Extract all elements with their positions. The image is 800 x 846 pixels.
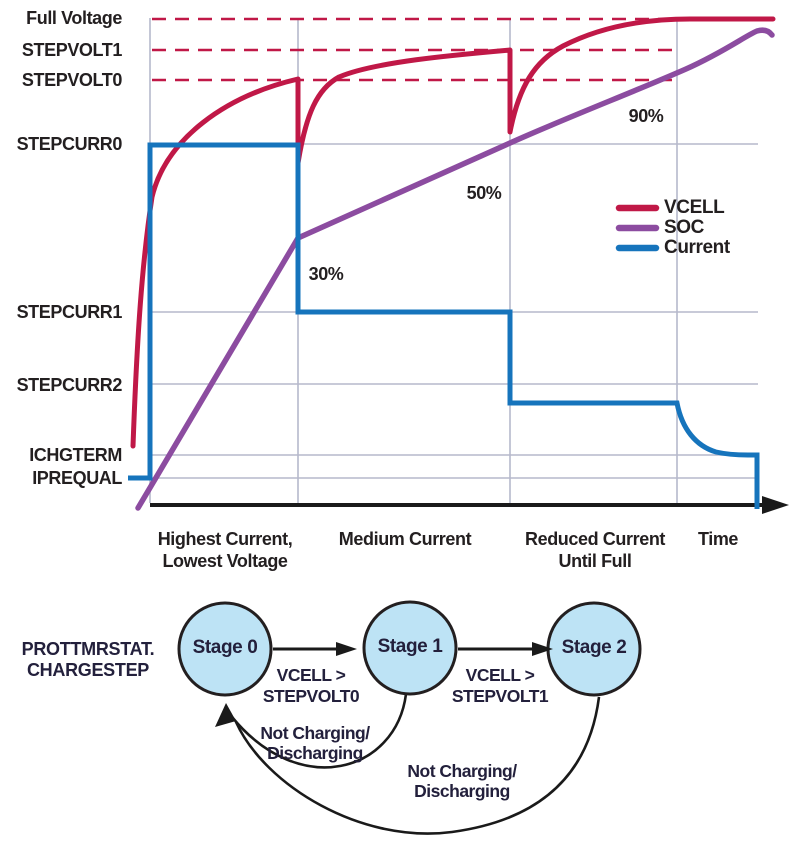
ylabel-stepvolt1: STEPVOLT1: [21, 40, 122, 60]
arc-stage2-to-stage0: [234, 696, 601, 835]
arc-stage1-to-stage0: [230, 693, 408, 769]
time-axis-arrowhead-icon: [762, 496, 789, 514]
xlabel-medium-current: Medium Current: [338, 529, 472, 549]
stage0-label: Stage 0: [192, 637, 258, 658]
xlabel-reduced-current: Reduced Current Until Full: [524, 529, 666, 571]
return-arcs: [230, 693, 601, 835]
current-curve: [128, 142, 760, 509]
transition-label-not-charging-1: Not Charging/ Discharging: [260, 723, 370, 763]
legend-swatches: [615, 204, 660, 252]
ylabel-iprequal: IPREQUAL: [32, 468, 122, 488]
transition-label-stepvolt1: VCELL > STEPVOLT1: [451, 665, 549, 706]
soc-curve: [135, 27, 775, 511]
arrow-stage1-stage2-head-icon: [532, 642, 553, 656]
stage2-label: Stage 2: [561, 637, 627, 658]
ylabel-full-voltage: Full Voltage: [26, 8, 122, 28]
ylabel-stepvolt0: STEPVOLT0: [21, 70, 122, 90]
xlabel-time: Time: [697, 529, 739, 549]
legend-label-soc: SOC: [664, 217, 704, 238]
annotation-50pct: 50%: [466, 183, 502, 203]
return-arc-arrowhead-icon: [215, 703, 236, 727]
stage0-circle: [177, 601, 273, 697]
state-circles: [177, 600, 642, 697]
arrow-stage0-stage1-head-icon: [336, 642, 357, 656]
stage1-circle: [362, 600, 458, 696]
annotation-90pct: 90%: [628, 106, 664, 126]
xlabel-highest-current: Highest Current, Lowest Voltage: [157, 529, 293, 571]
stage1-label: Stage 1: [377, 636, 443, 657]
ylabel-stepcurr1: STEPCURR1: [16, 302, 123, 322]
forward-arrows: [273, 642, 553, 656]
annotation-30pct: 30%: [308, 264, 344, 284]
register-label: PROTTMRSTAT. CHARGESTEP: [21, 639, 155, 680]
time-axis: [150, 496, 789, 514]
ylabel-ichgterm: ICHGTERM: [29, 445, 122, 465]
transition-label-stepvolt0: VCELL > STEPVOLT0: [262, 665, 360, 706]
ylabel-stepcurr0: STEPCURR0: [16, 134, 123, 154]
transition-label-not-charging-2: Not Charging/ Discharging: [407, 761, 517, 801]
legend-label-vcell: VCELL: [664, 197, 725, 218]
chart-gridlines: [149, 18, 758, 503]
legend-label-current: Current: [664, 237, 730, 258]
ylabel-stepcurr2: STEPCURR2: [16, 375, 123, 395]
